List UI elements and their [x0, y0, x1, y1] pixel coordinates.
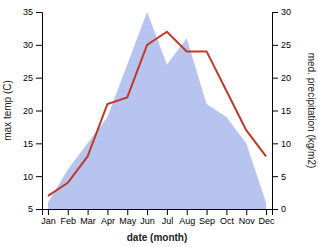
tick: 0: [272, 204, 286, 214]
tick-label: Jan: [41, 216, 56, 226]
tick: Dec: [259, 209, 276, 226]
tick-mark: [36, 209, 42, 210]
tick-mark: [88, 209, 89, 215]
tick-label: 30: [281, 7, 291, 17]
tick: 20: [23, 106, 42, 116]
tick-mark: [207, 209, 208, 215]
tick: 10: [23, 172, 42, 182]
tick-label: 30: [23, 40, 33, 50]
tick-mark: [147, 209, 148, 215]
tick: Jan: [41, 209, 56, 226]
tick-label: Mar: [80, 216, 96, 226]
axis-line: [43, 210, 273, 216]
tick: Sep: [199, 209, 215, 226]
tick-label: 35: [23, 7, 33, 17]
tick: Nov: [239, 209, 256, 226]
tick-label: Oct: [220, 216, 235, 226]
tick: 30: [272, 7, 291, 17]
tick-mark: [68, 209, 69, 215]
tick: 25: [272, 40, 291, 50]
axis-line: [36, 13, 43, 210]
tick-label: Dec: [259, 216, 276, 226]
tick: Mar: [80, 209, 96, 226]
plot: Jan FebMar Apr MayJun Jul Aug Sep Oct NovDec 5 10 1…: [23, 7, 291, 226]
x-axis-title: date (month): [127, 232, 188, 243]
tick-mark: [36, 12, 42, 13]
tick-label: 15: [281, 106, 291, 116]
y-axis-title: max temp (C): [2, 80, 13, 141]
tick-mark: [272, 143, 278, 144]
tick-label: 20: [281, 73, 291, 83]
tick: May: [119, 209, 137, 226]
x-axis: Jan FebMar Apr MayJun Jul Aug Sep Oct NovDec: [41, 209, 275, 226]
tick-label: Jul: [162, 216, 174, 226]
tick-mark: [272, 78, 278, 79]
y-axis: 5 10 15 20 25 30 35: [23, 7, 43, 214]
tick-mark: [266, 209, 267, 215]
tick: 10: [272, 139, 291, 149]
tick: 25: [23, 73, 42, 83]
tick-label: 10: [281, 139, 291, 149]
tick-mark: [127, 209, 128, 215]
tick-mark: [48, 209, 49, 215]
tick: Aug: [179, 209, 195, 226]
tick: 15: [272, 106, 291, 116]
tick: 30: [23, 40, 42, 50]
tick: 5: [272, 172, 286, 182]
tick: Oct: [220, 209, 235, 226]
tick-mark: [187, 209, 188, 215]
line: [48, 32, 266, 196]
tick-label: Aug: [179, 216, 195, 226]
tick-mark: [36, 78, 42, 79]
y2-axis: 0 5 10 15 20 25 30: [272, 7, 291, 214]
tick-label: Feb: [61, 216, 77, 226]
tick-mark: [167, 209, 168, 215]
tick: Feb: [61, 209, 77, 226]
tick: 35: [23, 7, 42, 17]
tick-mark: [36, 111, 42, 112]
tick-label: Nov: [239, 216, 256, 226]
tick: Jun: [140, 209, 155, 226]
tick-label: 5: [28, 204, 33, 214]
tick: Apr: [101, 209, 115, 226]
chart: Jan FebMar Apr MayJun Jul Aug Sep Oct NovDec 5 10 1…: [0, 0, 318, 247]
tick: Jul: [162, 209, 174, 226]
tick-label: 20: [23, 106, 33, 116]
tick-mark: [272, 209, 278, 210]
tick-mark: [226, 209, 227, 215]
axis-line: [273, 13, 279, 210]
tick-label: Apr: [101, 216, 115, 226]
tick-label: 5: [281, 172, 286, 182]
tick-label: 15: [23, 139, 33, 149]
tick-mark: [272, 176, 278, 177]
tick-label: Sep: [199, 216, 215, 226]
tick: 20: [272, 73, 291, 83]
tick-mark: [36, 176, 42, 177]
tick-label: 25: [23, 73, 33, 83]
tick-mark: [36, 143, 42, 144]
tick-label: Jun: [140, 216, 155, 226]
tick: 15: [23, 139, 42, 149]
tick-label: 0: [281, 204, 286, 214]
tick-mark: [36, 45, 42, 46]
y2-axis-title: med. precipitation (kg/m2): [306, 53, 317, 169]
marks: [48, 12, 266, 209]
tick-mark: [272, 111, 278, 112]
tick-mark: [272, 12, 278, 13]
tick-label: 10: [23, 172, 33, 182]
area: [48, 12, 266, 209]
tick-label: 25: [281, 40, 291, 50]
tick-mark: [272, 45, 278, 46]
tick-mark: [107, 209, 108, 215]
tick: 5: [28, 204, 42, 214]
tick-mark: [246, 209, 247, 215]
tick-label: May: [119, 216, 137, 226]
